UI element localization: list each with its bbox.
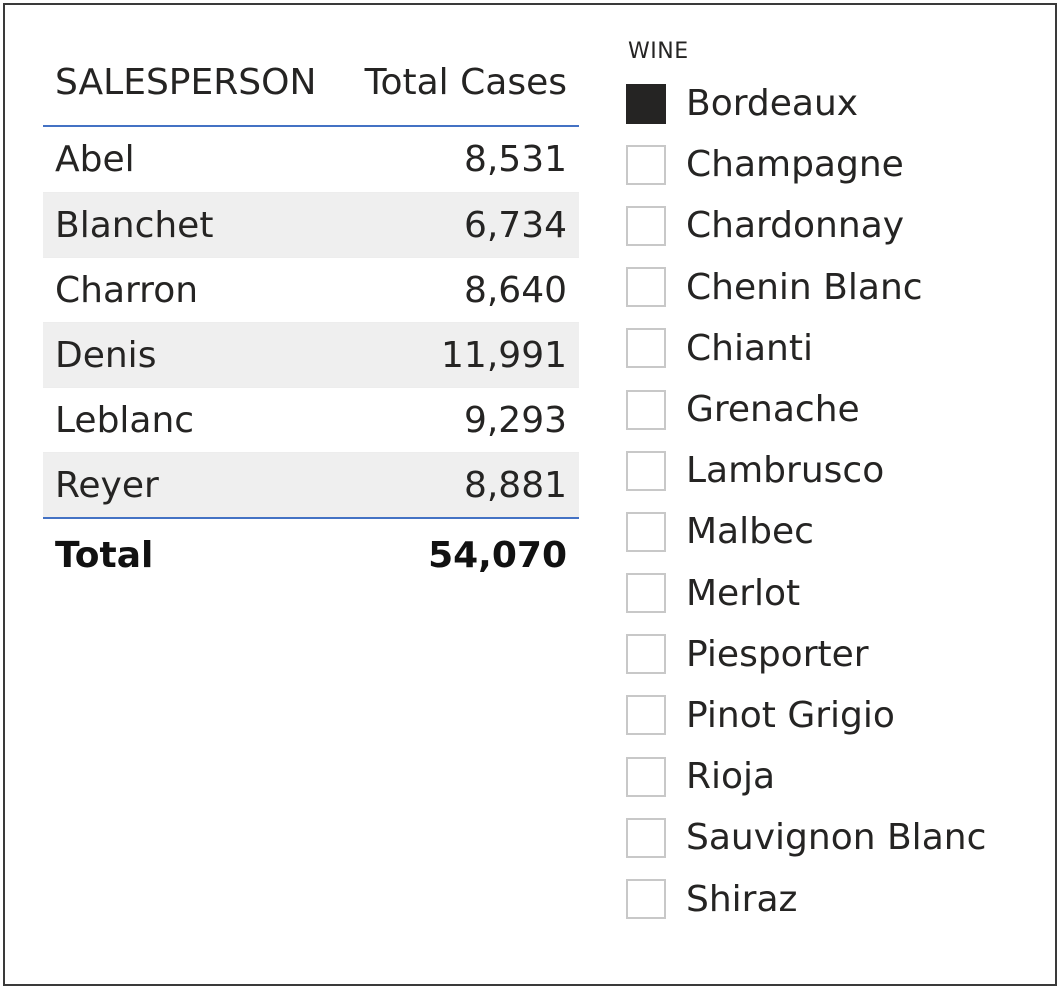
slicer-list: Bordeaux Champagne Chardonnay Chenin Blanc C… [626, 73, 1046, 930]
checkbox-unchecked[interactable] [626, 879, 666, 920]
slicer-item-label: Pinot Grigio [686, 694, 895, 736]
slicer-item[interactable]: Malbec [626, 501, 1046, 562]
slicer-item-label: Piesporter [686, 633, 869, 675]
checkbox-checked[interactable] [626, 83, 666, 124]
salesperson-cell: Charron [55, 269, 199, 311]
checkbox-unchecked[interactable] [626, 511, 666, 552]
slicer-item[interactable]: Rioja [626, 746, 1046, 807]
total-value: 54,070 [428, 534, 567, 576]
slicer-item-label: Malbec [686, 511, 814, 553]
total-cases-cell: 8,881 [463, 464, 567, 506]
table-row[interactable]: Leblanc 9,293 [43, 387, 579, 452]
slicer-item[interactable]: Merlot [626, 563, 1046, 624]
slicer-item[interactable]: Chianti [626, 318, 1046, 379]
checkbox-unchecked[interactable] [626, 450, 666, 491]
slicer-item[interactable]: Sauvignon Blanc [626, 807, 1046, 868]
salesperson-cell: Abel [55, 139, 135, 180]
slicer-item[interactable]: Piesporter [626, 624, 1046, 685]
total-cases-cell: 8,640 [463, 269, 567, 311]
total-cases-cell: 11,991 [441, 334, 567, 376]
table-body: Abel 8,531 Blanchet 6,734 Charron 8,640 … [43, 127, 579, 519]
checkbox-unchecked[interactable] [626, 205, 666, 246]
checkbox-unchecked[interactable] [626, 695, 666, 736]
table-total-row: Total 54,070 [43, 519, 579, 591]
wine-slicer: WINE Bordeaux Champagne Chardonnay Chenin B… [626, 35, 1046, 930]
salesperson-cell: Blanchet [55, 204, 214, 246]
slicer-item-label: Merlot [686, 572, 801, 614]
slicer-item-label: Chardonnay [686, 205, 905, 247]
column-header-total-cases[interactable]: Total Cases [364, 61, 567, 103]
checkbox-unchecked[interactable] [626, 756, 666, 797]
slicer-item-label: Rioja [686, 756, 776, 798]
salesperson-cell: Leblanc [55, 399, 195, 441]
slicer-item[interactable]: Lambrusco [626, 440, 1046, 501]
slicer-item[interactable]: Chardonnay [626, 195, 1046, 256]
table-row[interactable]: Abel 8,531 [43, 127, 579, 192]
total-label: Total [55, 534, 154, 576]
slicer-item-label: Shiraz [686, 878, 798, 920]
salesperson-cell: Denis [55, 334, 157, 376]
slicer-item[interactable]: Bordeaux [626, 73, 1046, 134]
slicer-item[interactable]: Grenache [626, 379, 1046, 440]
table-row[interactable]: Charron 8,640 [43, 257, 579, 322]
slicer-title: WINE [628, 39, 689, 64]
slicer-item-label: Lambrusco [686, 450, 885, 492]
table-row[interactable]: Blanchet 6,734 [43, 192, 579, 257]
slicer-item-label: Grenache [686, 389, 860, 431]
slicer-item[interactable]: Shiraz [626, 868, 1046, 929]
slicer-item[interactable]: Pinot Grigio [626, 685, 1046, 746]
slicer-item[interactable]: Champagne [626, 134, 1046, 195]
total-cases-cell: 6,734 [463, 204, 567, 246]
report-canvas: SALESPERSON Total Cases Abel 8,531 Blanc… [3, 3, 1057, 986]
checkbox-unchecked[interactable] [626, 817, 666, 858]
slicer-item-label: Bordeaux [686, 83, 859, 125]
checkbox-unchecked[interactable] [626, 328, 666, 369]
total-cases-cell: 9,293 [463, 399, 567, 441]
slicer-item-label: Sauvignon Blanc [686, 817, 987, 859]
checkbox-unchecked[interactable] [626, 389, 666, 430]
total-cases-cell: 8,531 [463, 139, 567, 180]
table-row[interactable]: Denis 11,991 [43, 322, 579, 387]
slicer-item-label: Chianti [686, 327, 813, 369]
checkbox-unchecked[interactable] [626, 267, 666, 308]
table-header: SALESPERSON Total Cases [43, 39, 579, 127]
slicer-item-label: Chenin Blanc [686, 266, 923, 308]
slicer-item[interactable]: Chenin Blanc [626, 257, 1046, 318]
checkbox-unchecked[interactable] [626, 634, 666, 675]
checkbox-unchecked[interactable] [626, 573, 666, 614]
salesperson-cell: Reyer [55, 464, 159, 506]
checkbox-unchecked[interactable] [626, 144, 666, 185]
slicer-item-label: Champagne [686, 144, 904, 186]
sales-table[interactable]: SALESPERSON Total Cases Abel 8,531 Blanc… [43, 39, 579, 591]
column-header-salesperson[interactable]: SALESPERSON [55, 61, 317, 103]
table-row[interactable]: Reyer 8,881 [43, 452, 579, 517]
